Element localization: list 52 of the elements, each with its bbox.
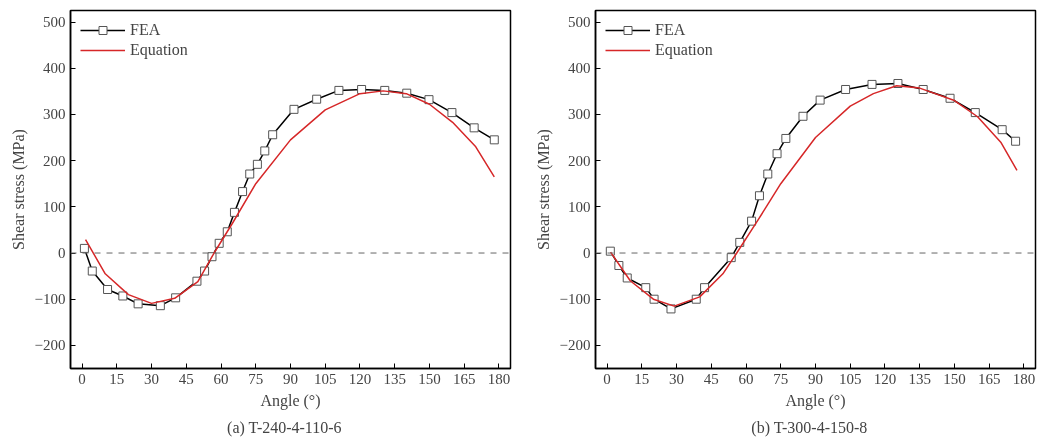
x-tick-label: 180 — [1012, 370, 1036, 387]
legend-label: FEA — [130, 21, 161, 39]
y-tick-label: 0 — [583, 245, 591, 262]
x-tick-label: 60 — [738, 370, 754, 387]
x-tick-label: 30 — [144, 370, 160, 387]
text: (a) T-240-4-110-6 — [227, 418, 342, 437]
x-axis-title: Angle (°) — [785, 391, 846, 410]
x-tick-label: 105 — [313, 370, 337, 387]
y-tick-label: 0 — [58, 245, 66, 262]
y-tick-label: 500 — [43, 14, 66, 31]
x-tick-label: 150 — [418, 370, 441, 387]
legend-label: FEA — [655, 21, 686, 39]
text: (b) T-300-4-150-8 — [751, 418, 868, 437]
x-tick-label: 0 — [603, 370, 611, 387]
x-tick-label: 135 — [908, 370, 931, 387]
y-tick-label: −100 — [34, 291, 66, 308]
x-tick-label: 180 — [487, 370, 511, 387]
x-tick-label: 165 — [977, 370, 1001, 387]
x-tick-label: 90 — [808, 370, 823, 387]
x-tick-label: 165 — [452, 370, 476, 387]
y-tick-label: 400 — [568, 60, 591, 77]
x-tick-label: 15 — [109, 370, 125, 387]
x-tick-label: 15 — [634, 370, 650, 387]
legend-label: Equation — [130, 41, 188, 59]
y-tick-label: 100 — [43, 198, 66, 215]
x-tick-label: 90 — [283, 370, 298, 387]
y-tick-label: −200 — [559, 337, 591, 354]
y-tick-label: 300 — [568, 106, 591, 123]
x-tick-label: 135 — [383, 370, 406, 387]
x-tick-label: 30 — [669, 370, 685, 387]
x-tick-label: 150 — [943, 370, 966, 387]
y-axis-title: Shear stress (MPa) — [9, 129, 28, 250]
y-tick-label: 300 — [43, 106, 66, 123]
y-tick-label: 100 — [568, 198, 591, 215]
x-tick-label: 120 — [873, 370, 897, 387]
y-tick-label: −200 — [34, 337, 66, 354]
x-tick-label: 75 — [248, 370, 264, 387]
y-tick-label: −100 — [559, 291, 591, 308]
y-tick-label: 200 — [568, 152, 591, 169]
x-axis-title: Angle (°) — [260, 391, 321, 410]
x-tick-label: 45 — [703, 370, 719, 387]
y-tick-label: 400 — [43, 60, 66, 77]
y-tick-label: 500 — [568, 14, 591, 31]
x-tick-label: 45 — [178, 370, 194, 387]
x-tick-label: 0 — [78, 370, 86, 387]
legend-label: Equation — [655, 41, 713, 59]
x-tick-label: 120 — [348, 370, 372, 387]
y-tick-label: 200 — [43, 152, 66, 169]
x-tick-label: 105 — [838, 370, 862, 387]
x-tick-label: 60 — [213, 370, 229, 387]
x-tick-label: 75 — [773, 370, 789, 387]
y-axis-title: Shear stress (MPa) — [534, 129, 553, 250]
